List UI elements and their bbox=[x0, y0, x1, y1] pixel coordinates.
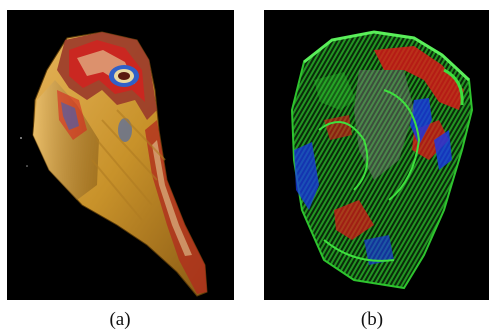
caption-b: (b) bbox=[360, 309, 384, 330]
volume-render-golden bbox=[20, 31, 208, 297]
volume-render-colored bbox=[290, 30, 474, 290]
caption-a: (a) bbox=[109, 309, 131, 330]
panel-a-image bbox=[7, 10, 234, 300]
panel-b-image bbox=[264, 10, 489, 300]
